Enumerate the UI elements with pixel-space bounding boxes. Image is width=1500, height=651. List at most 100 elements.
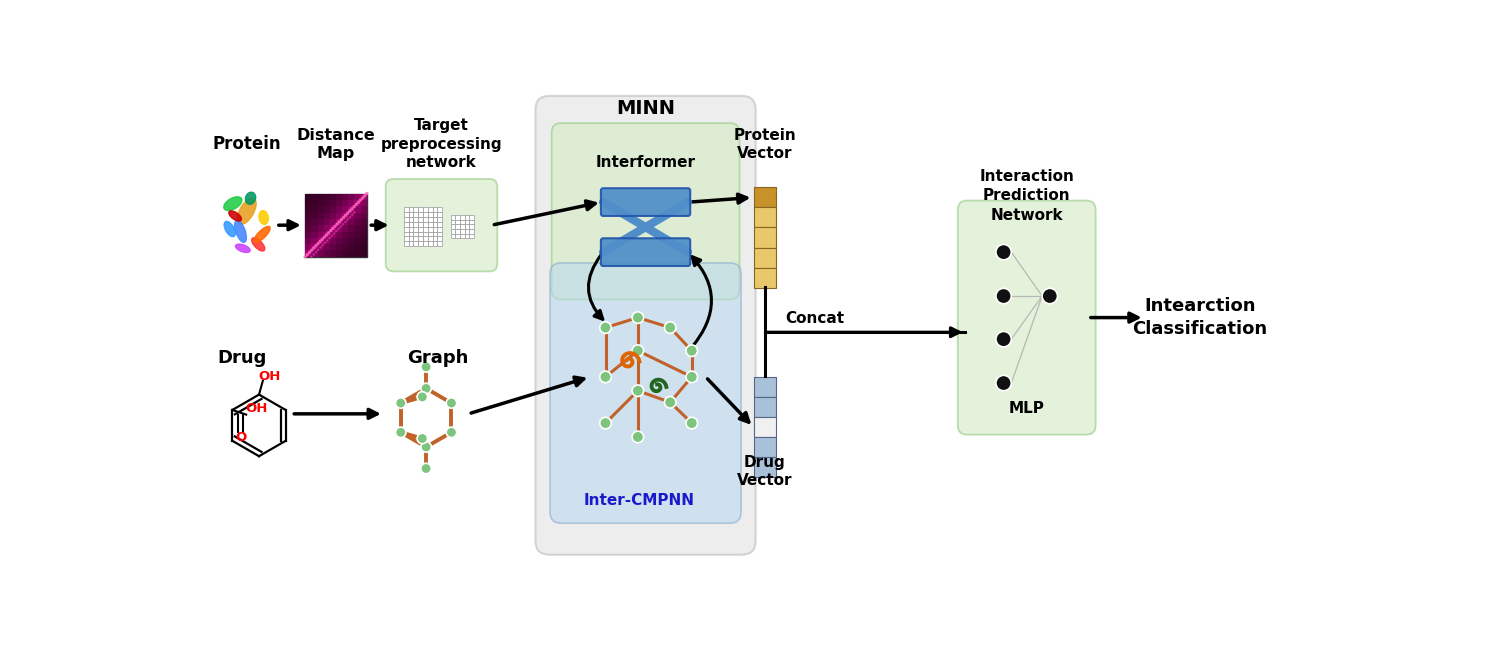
Bar bbox=[342, 213, 348, 219]
Bar bbox=[360, 193, 368, 200]
Bar bbox=[336, 219, 342, 225]
Ellipse shape bbox=[234, 221, 246, 242]
Bar bbox=[324, 244, 330, 251]
Bar bbox=[318, 193, 324, 200]
FancyBboxPatch shape bbox=[304, 193, 368, 256]
Bar bbox=[456, 229, 460, 234]
Text: Interaction
Prediction
Network: Interaction Prediction Network bbox=[980, 169, 1074, 223]
Bar bbox=[348, 232, 354, 238]
FancyBboxPatch shape bbox=[754, 377, 776, 397]
Bar bbox=[408, 241, 414, 246]
Bar bbox=[456, 220, 460, 225]
Bar bbox=[465, 215, 470, 220]
Bar bbox=[312, 244, 318, 251]
Text: OH: OH bbox=[258, 370, 280, 383]
Bar bbox=[324, 251, 330, 256]
Circle shape bbox=[352, 206, 356, 208]
Bar bbox=[427, 222, 432, 227]
Circle shape bbox=[342, 217, 345, 219]
Bar bbox=[419, 217, 423, 222]
Bar bbox=[438, 236, 442, 241]
Bar bbox=[304, 213, 312, 219]
Bar bbox=[330, 225, 336, 232]
Bar bbox=[427, 217, 432, 222]
Ellipse shape bbox=[224, 221, 236, 237]
Bar bbox=[470, 215, 474, 220]
Bar bbox=[312, 238, 318, 244]
Text: Inter-CMPNN: Inter-CMPNN bbox=[584, 493, 694, 508]
FancyBboxPatch shape bbox=[536, 96, 756, 555]
Bar bbox=[360, 225, 368, 232]
Bar bbox=[423, 217, 427, 222]
Bar bbox=[312, 193, 318, 200]
Circle shape bbox=[306, 253, 309, 256]
Bar bbox=[336, 225, 342, 232]
Bar bbox=[360, 244, 368, 251]
Circle shape bbox=[664, 322, 676, 333]
Circle shape bbox=[632, 385, 644, 396]
Circle shape bbox=[664, 396, 676, 408]
Bar bbox=[342, 200, 348, 206]
Bar bbox=[408, 236, 414, 241]
Bar bbox=[438, 232, 442, 236]
Bar bbox=[318, 213, 324, 219]
Bar bbox=[342, 206, 348, 213]
Circle shape bbox=[348, 210, 351, 212]
Circle shape bbox=[686, 417, 698, 429]
Bar bbox=[460, 234, 465, 238]
Circle shape bbox=[422, 362, 432, 372]
Bar bbox=[312, 219, 318, 225]
Bar bbox=[342, 238, 348, 244]
Bar bbox=[432, 227, 438, 232]
Bar bbox=[330, 238, 336, 244]
Bar bbox=[354, 206, 360, 213]
Circle shape bbox=[309, 251, 310, 253]
Circle shape bbox=[326, 234, 327, 236]
Bar bbox=[318, 251, 324, 256]
Circle shape bbox=[321, 238, 324, 240]
Bar bbox=[318, 200, 324, 206]
Bar bbox=[342, 251, 348, 256]
Text: Target
preprocessing
network: Target preprocessing network bbox=[381, 118, 502, 171]
Bar bbox=[304, 219, 312, 225]
Bar bbox=[408, 227, 414, 232]
Bar bbox=[342, 219, 348, 225]
Circle shape bbox=[340, 219, 342, 221]
Bar bbox=[324, 213, 330, 219]
Text: Protein
Vector: Protein Vector bbox=[734, 128, 796, 161]
Bar bbox=[330, 193, 336, 200]
Bar bbox=[423, 227, 427, 232]
Bar bbox=[342, 225, 348, 232]
Bar bbox=[404, 227, 408, 232]
Bar bbox=[312, 200, 318, 206]
Bar bbox=[330, 213, 336, 219]
Bar bbox=[304, 232, 312, 238]
Bar bbox=[427, 212, 432, 217]
Bar bbox=[432, 208, 438, 212]
Bar bbox=[419, 241, 423, 246]
Bar bbox=[404, 241, 408, 246]
FancyBboxPatch shape bbox=[602, 238, 690, 266]
Bar bbox=[408, 212, 414, 217]
Text: O: O bbox=[236, 431, 246, 444]
Bar bbox=[423, 208, 427, 212]
Bar bbox=[342, 193, 348, 200]
Circle shape bbox=[632, 345, 644, 357]
Bar bbox=[330, 200, 336, 206]
Bar bbox=[404, 236, 408, 241]
Bar bbox=[414, 227, 419, 232]
Bar bbox=[354, 225, 360, 232]
Circle shape bbox=[686, 345, 698, 357]
Bar bbox=[304, 206, 312, 213]
Bar bbox=[404, 222, 408, 227]
Text: Intearction
Classification: Intearction Classification bbox=[1132, 297, 1268, 339]
Bar bbox=[348, 206, 354, 213]
Bar bbox=[324, 232, 330, 238]
Ellipse shape bbox=[252, 238, 266, 251]
Text: Graph: Graph bbox=[406, 349, 468, 367]
Text: Drug: Drug bbox=[217, 349, 267, 367]
FancyBboxPatch shape bbox=[754, 268, 776, 288]
Bar bbox=[354, 213, 360, 219]
Bar bbox=[423, 232, 427, 236]
Circle shape bbox=[446, 427, 456, 437]
